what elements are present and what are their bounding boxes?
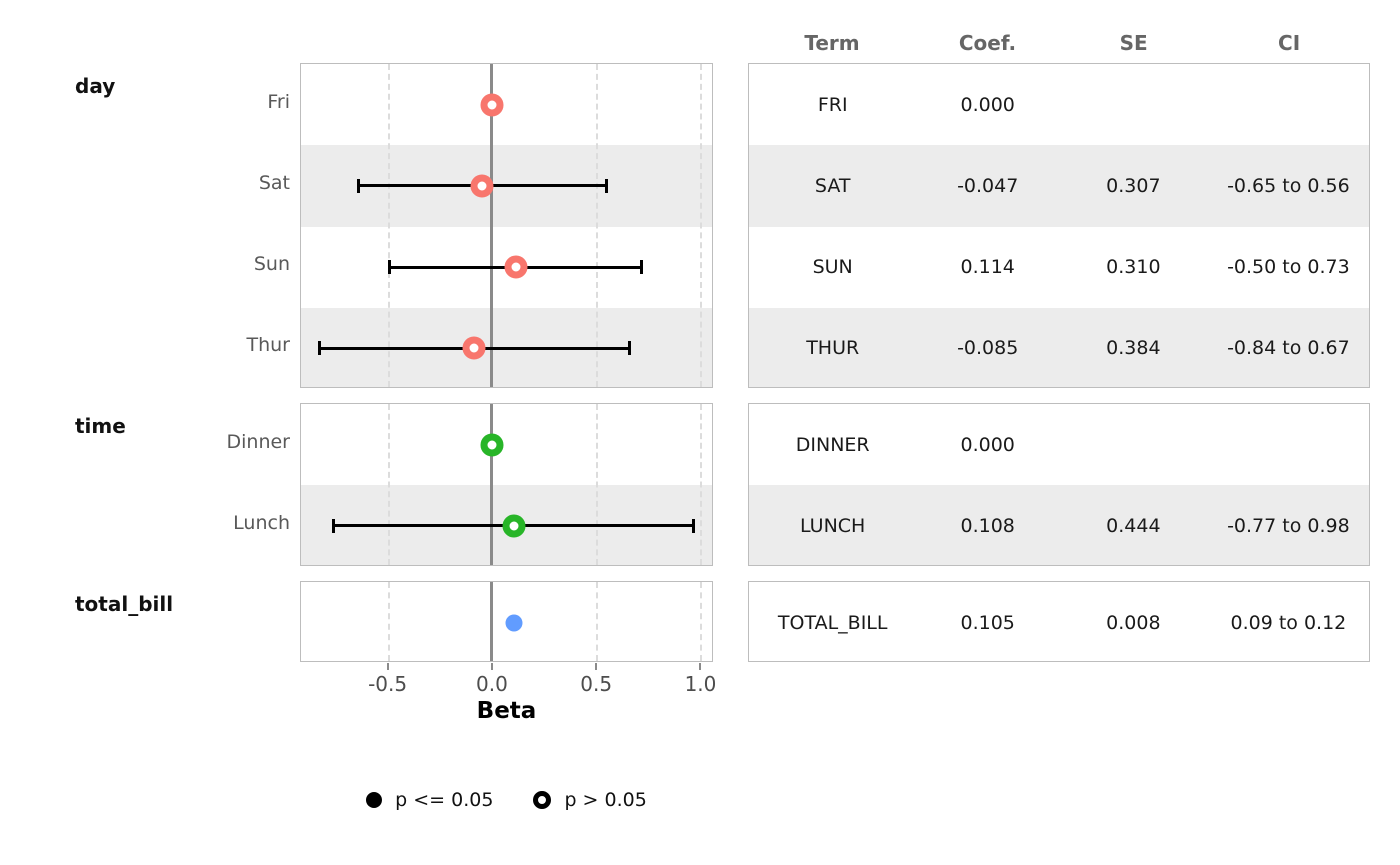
col-header-term: Term (804, 31, 860, 55)
point-fri (480, 93, 504, 117)
cell-coef: 0.000 (960, 93, 1015, 116)
cell-coef: -0.047 (957, 174, 1019, 197)
cell-ci: -0.77 to 0.98 (1227, 514, 1350, 537)
table-row-sun: SUN 0.114 0.310 -0.50 to 0.73 (749, 227, 1369, 308)
x-tick-label: 1.0 (684, 672, 717, 697)
table-row-fri: FRI 0.000 (749, 64, 1369, 145)
table-panel-day: FRI 0.000 SAT -0.047 0.307 -0.65 to 0.56 SUN 0.… (748, 63, 1370, 388)
row-band (749, 485, 1369, 565)
cell-se: 0.008 (1106, 611, 1161, 634)
zero-reference-line (490, 582, 494, 662)
point-sat (470, 174, 494, 198)
table-header: Term Coef. SE CI (748, 28, 1370, 58)
gridline-dashed (388, 64, 391, 387)
row-label-sat: Sat (258, 171, 290, 194)
x-tick-label: -0.5 (368, 672, 408, 697)
legend-item-significant: p <= 0.05 (366, 789, 493, 811)
gridline-dashed (595, 64, 598, 387)
cell-coef: 0.108 (960, 514, 1015, 537)
x-tick-label: 0.0 (475, 672, 508, 697)
row-label-fri: Fri (267, 90, 290, 113)
col-header-se: SE (1119, 31, 1148, 55)
group-label-time: time (75, 414, 126, 438)
row-label-thur: Thur (246, 334, 290, 357)
table-row-sat: SAT -0.047 0.307 -0.65 to 0.56 (749, 145, 1369, 226)
legend-item-not-significant: p > 0.05 (533, 789, 647, 811)
cell-coef: 0.000 (960, 433, 1015, 456)
cell-se: 0.384 (1106, 337, 1161, 360)
x-axis-label: Beta (476, 698, 537, 724)
point-dinner (480, 433, 504, 457)
legend-label-not-significant: p > 0.05 (564, 789, 647, 811)
row-label-lunch: Lunch (233, 511, 290, 534)
col-header-coef: Coef. (958, 31, 1017, 55)
error-bar-cap-left (332, 518, 336, 533)
x-axis-tick (595, 663, 598, 671)
cell-ci: -0.65 to 0.56 (1227, 174, 1350, 197)
cell-coef: 0.105 (960, 611, 1015, 634)
row-band (749, 307, 1369, 387)
gridline-dashed (595, 582, 598, 662)
cell-term: LUNCH (800, 514, 866, 537)
table-row-total_bill: TOTAL_BILL 0.105 0.008 0.09 to 0.12 (749, 582, 1369, 661)
error-bar-cap-right (692, 518, 696, 533)
cell-ci: -0.84 to 0.67 (1227, 337, 1350, 360)
error-bar-cap-left (317, 341, 321, 356)
error-bar-cap-right (605, 178, 609, 193)
gridline-dashed (595, 404, 598, 565)
x-tick-label: 0.5 (580, 672, 613, 697)
cell-ci: -0.50 to 0.73 (1227, 256, 1350, 279)
group-label-total_bill: total_bill (75, 592, 174, 616)
gridline-dashed (388, 404, 391, 565)
cell-ci: 0.09 to 0.12 (1230, 611, 1347, 634)
cell-term: THUR (806, 337, 860, 360)
point-total_bill (505, 614, 523, 632)
col-header-ci: CI (1278, 31, 1301, 55)
legend: p <= 0.05 p > 0.05 (300, 782, 713, 818)
cell-se: 0.307 (1106, 174, 1161, 197)
plot-panel-time (300, 403, 713, 566)
legend-label-significant: p <= 0.05 (395, 789, 494, 811)
table-row-dinner: DINNER 0.000 (749, 404, 1369, 485)
row-band (749, 145, 1369, 227)
cell-se: 0.444 (1106, 514, 1161, 537)
table-panel-time: DINNER 0.000 LUNCH 0.108 0.444 -0.77 to 0.98 (748, 403, 1370, 566)
group-label-day: day (75, 74, 116, 98)
table-panel-total_bill: TOTAL_BILL 0.105 0.008 0.09 to 0.12 (748, 581, 1370, 663)
plot-panel-day (300, 63, 713, 388)
x-axis-tick (386, 663, 389, 671)
table-row-lunch: LUNCH 0.108 0.444 -0.77 to 0.98 (749, 485, 1369, 564)
cell-term: DINNER (795, 433, 870, 456)
gridline-dashed (699, 404, 702, 565)
point-thur (462, 336, 486, 360)
error-bar-cap-right (640, 260, 644, 275)
row-label-dinner: Dinner (226, 430, 291, 453)
gridline-dashed (699, 582, 702, 662)
point-lunch (502, 514, 526, 538)
zero-reference-line (490, 404, 494, 565)
x-axis-tick (490, 663, 493, 671)
table-row-thur: THUR -0.085 0.384 -0.84 to 0.67 (749, 308, 1369, 387)
row-label-sun: Sun (253, 253, 290, 276)
cell-se: 0.310 (1106, 256, 1161, 279)
cell-term: SAT (814, 174, 851, 197)
open-point-icon (533, 791, 552, 809)
plot-panel-total_bill (300, 581, 713, 663)
cell-coef: 0.114 (960, 256, 1015, 279)
gridline-dashed (699, 64, 702, 387)
error-bar-cap-left (357, 178, 361, 193)
gridline-dashed (388, 582, 391, 662)
error-bar-cap-right (628, 341, 632, 356)
error-bar-cap-left (388, 260, 392, 275)
filled-point-icon (366, 792, 383, 808)
zero-reference-line (490, 64, 494, 387)
point-sun (504, 255, 528, 279)
cell-term: TOTAL_BILL (777, 611, 888, 634)
x-axis-tick (699, 663, 702, 671)
cell-coef: -0.085 (957, 337, 1019, 360)
cell-term: SUN (812, 256, 853, 279)
cell-term: FRI (817, 93, 848, 116)
